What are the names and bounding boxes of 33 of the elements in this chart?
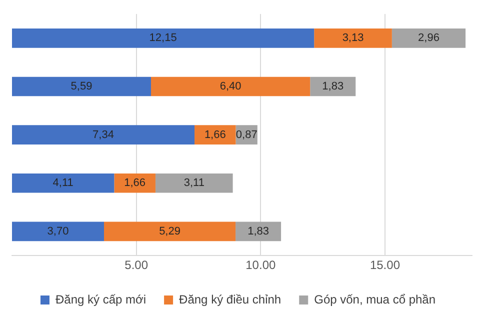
x-tick-label: 15.00 [370,258,400,272]
legend-label: Đăng ký điều chỉnh [179,292,282,306]
data-label: 0,87 [236,128,258,141]
data-label: 6,40 [220,80,242,93]
bar [12,125,195,144]
data-label: 4,11 [52,177,74,190]
data-label: 1,83 [322,80,344,93]
bar [392,28,466,48]
bar [114,173,156,193]
bar [12,28,314,48]
bar [314,28,392,48]
bar [104,222,236,242]
data-label: 1,66 [204,128,226,141]
data-label: 5,59 [70,80,92,93]
bar [12,76,151,96]
legend-label: Đăng ký cấp mới [55,292,146,306]
x-tick-label: 5.00 [124,258,148,272]
data-label: 3,70 [47,225,69,238]
data-label: 7,34 [92,128,114,141]
bar [12,222,104,242]
bar [155,173,233,193]
bar [194,125,236,144]
data-label: 12,15 [149,32,177,44]
data-label: 3,11 [184,177,204,190]
bar [12,173,114,193]
bar [150,76,310,96]
legend-label: Góp vốn, mua cổ phần [314,292,436,306]
data-label: 5,29 [159,225,180,238]
data-label: 1,66 [124,177,146,190]
x-tick-label: 10.00 [246,258,276,272]
data-label: 3,13 [342,32,364,44]
data-label: 1,83 [248,225,269,238]
data-label: 2,96 [418,32,440,44]
